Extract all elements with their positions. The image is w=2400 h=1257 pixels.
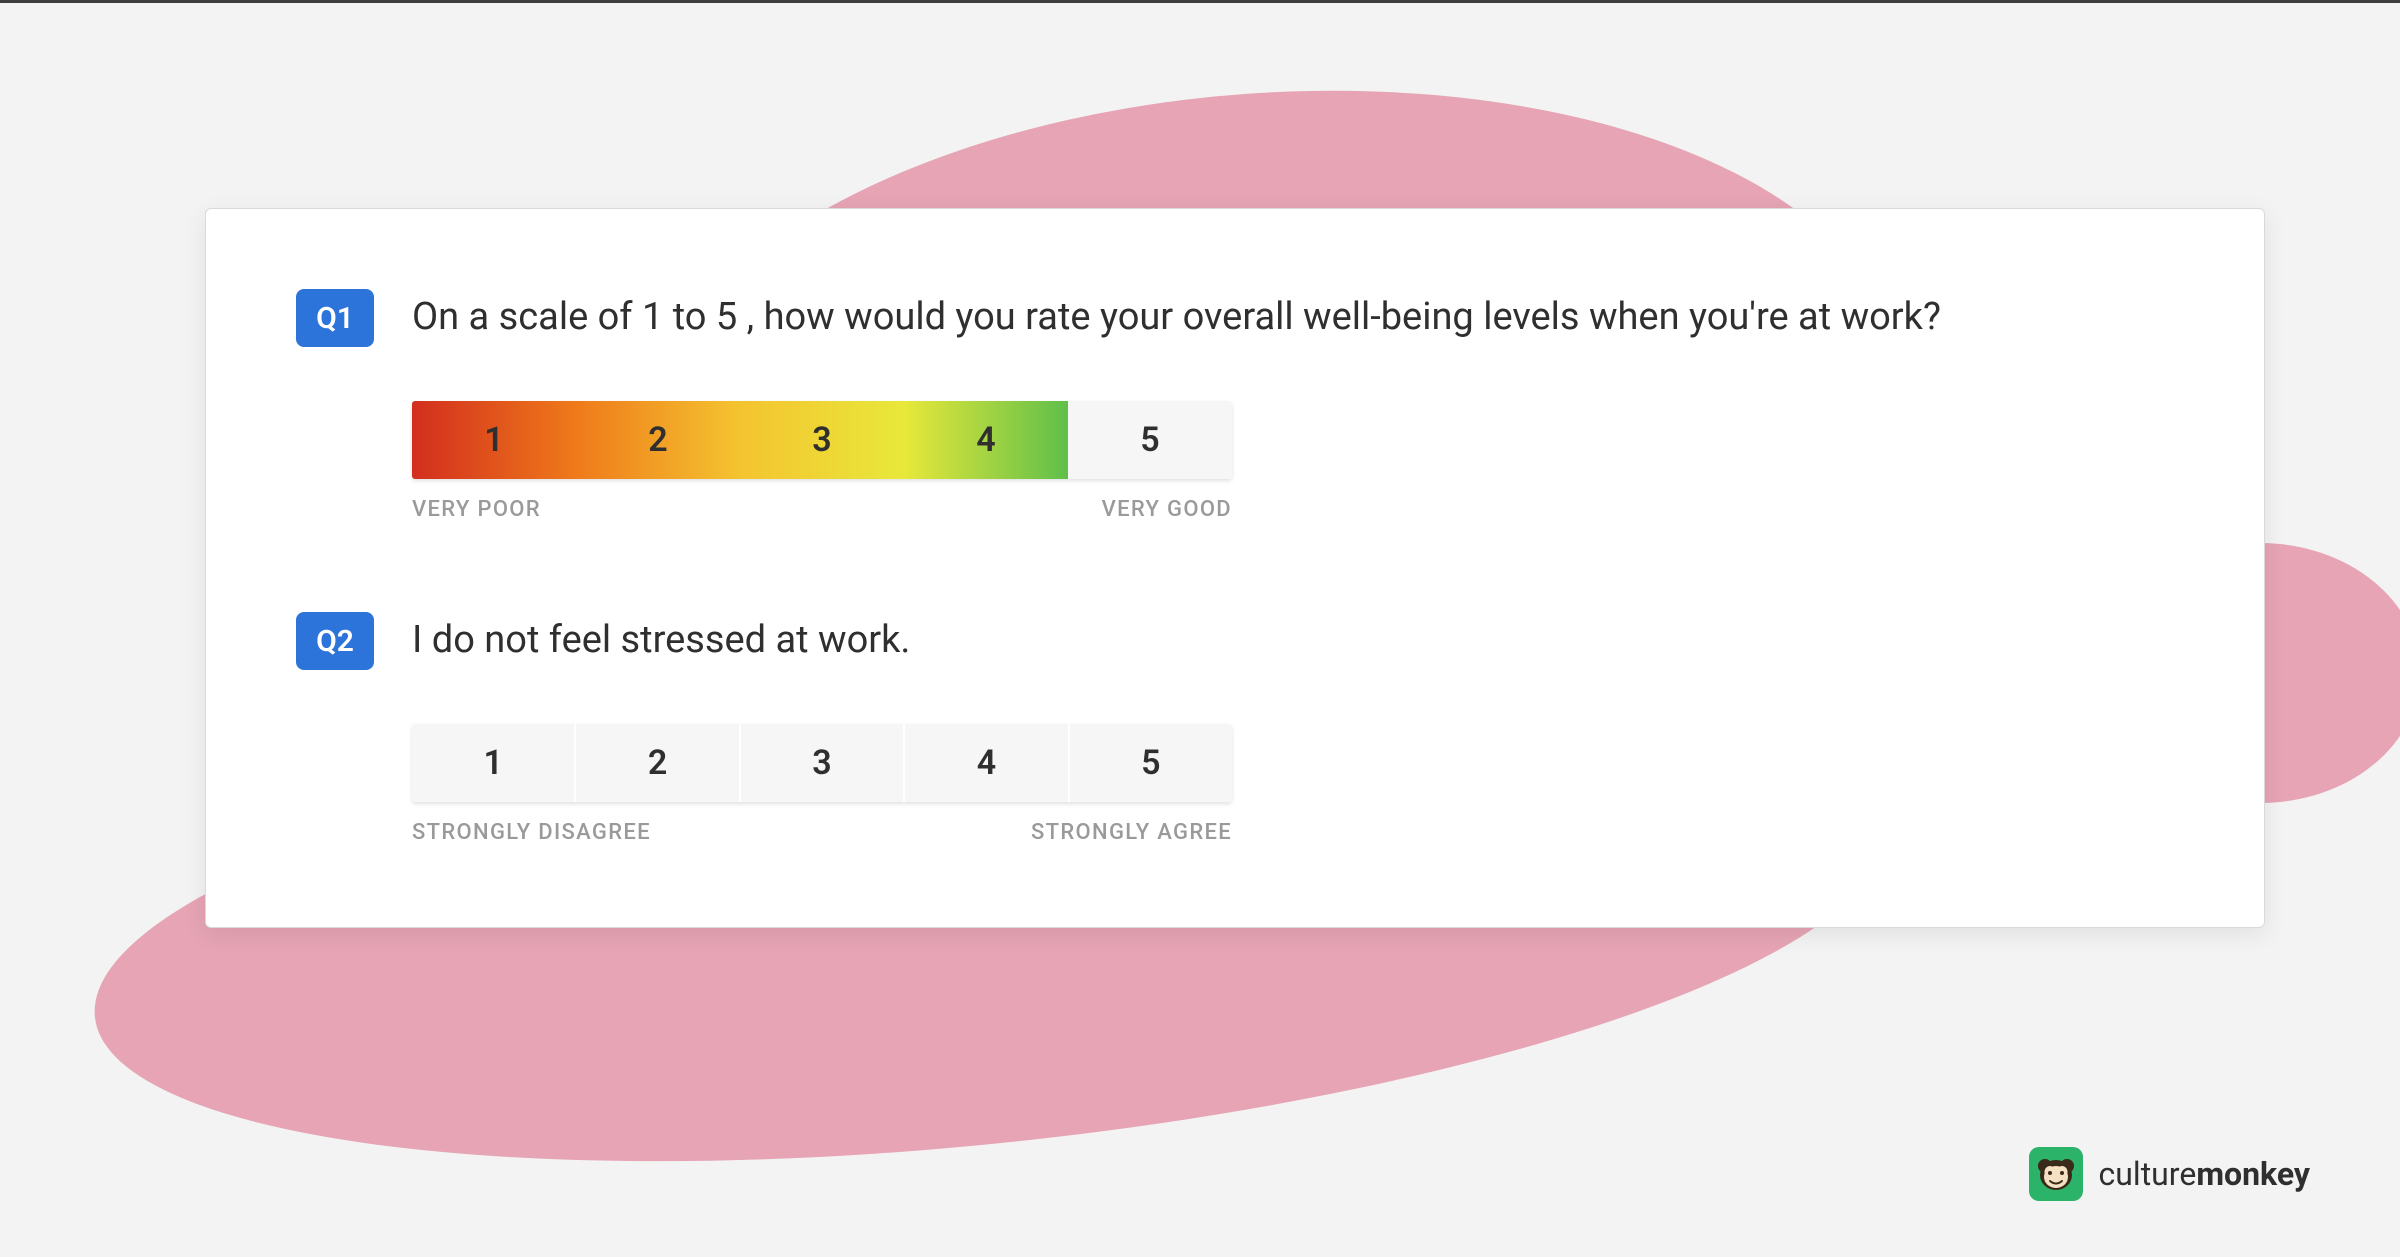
rating-label-left-2: STRONGLY DISAGREE <box>412 820 651 845</box>
rating-labels-2: STRONGLY DISAGREE STRONGLY AGREE <box>412 820 1232 845</box>
rating-label-left-1: VERY POOR <box>412 497 541 522</box>
gradient-strip: 1 2 3 4 <box>412 401 1068 479</box>
brand-name-part2: monkey <box>2196 1155 2310 1193</box>
rating-label-right-1: VERY GOOD <box>1102 497 1232 522</box>
rating-option-1-3[interactable]: 3 <box>740 401 904 479</box>
rating-option-1-1[interactable]: 1 <box>412 401 576 479</box>
rating-option-2-2[interactable]: 2 <box>576 724 740 802</box>
brand-logo-icon <box>2029 1147 2083 1201</box>
question-badge-2: Q2 <box>296 612 374 670</box>
question-text-2: I do not feel stressed at work. <box>412 616 910 665</box>
question-block-2: Q2 I do not feel stressed at work. 1 2 3… <box>296 612 2174 845</box>
rating-option-1-2[interactable]: 2 <box>576 401 740 479</box>
rating-scale-1: 1 2 3 4 5 VERY POOR VERY GOOD <box>412 401 1232 522</box>
brand-name: culturemonkey <box>2099 1155 2310 1193</box>
question-header-2: Q2 I do not feel stressed at work. <box>296 612 2174 670</box>
rating-labels-1: VERY POOR VERY GOOD <box>412 497 1232 522</box>
question-header-1: Q1 On a scale of 1 to 5 , how would you … <box>296 289 2174 347</box>
question-text-1: On a scale of 1 to 5 , how would you rat… <box>412 293 1941 342</box>
rating-option-2-3[interactable]: 3 <box>741 724 905 802</box>
stage: Q1 On a scale of 1 to 5 , how would you … <box>0 0 2400 1257</box>
brand-footer: culturemonkey <box>2029 1147 2310 1201</box>
survey-card: Q1 On a scale of 1 to 5 , how would you … <box>205 208 2265 928</box>
brand-name-part1: culture <box>2099 1155 2197 1193</box>
question-badge-1: Q1 <box>296 289 374 347</box>
rating-option-2-1[interactable]: 1 <box>412 724 576 802</box>
question-block-1: Q1 On a scale of 1 to 5 , how would you … <box>296 289 2174 522</box>
rating-option-2-5[interactable]: 5 <box>1070 724 1232 802</box>
monkey-icon <box>2036 1154 2076 1194</box>
rating-option-1-5[interactable]: 5 <box>1068 401 1232 479</box>
rating-label-right-2: STRONGLY AGREE <box>1031 820 1232 845</box>
rating-option-1-4[interactable]: 4 <box>904 401 1068 479</box>
rating-cells-1: 1 2 3 4 5 <box>412 401 1232 479</box>
rating-cells-2: 1 2 3 4 5 <box>412 724 1232 802</box>
rating-scale-2: 1 2 3 4 5 STRONGLY DISAGREE STRONGLY AGR… <box>412 724 1232 845</box>
rating-option-2-4[interactable]: 4 <box>905 724 1069 802</box>
